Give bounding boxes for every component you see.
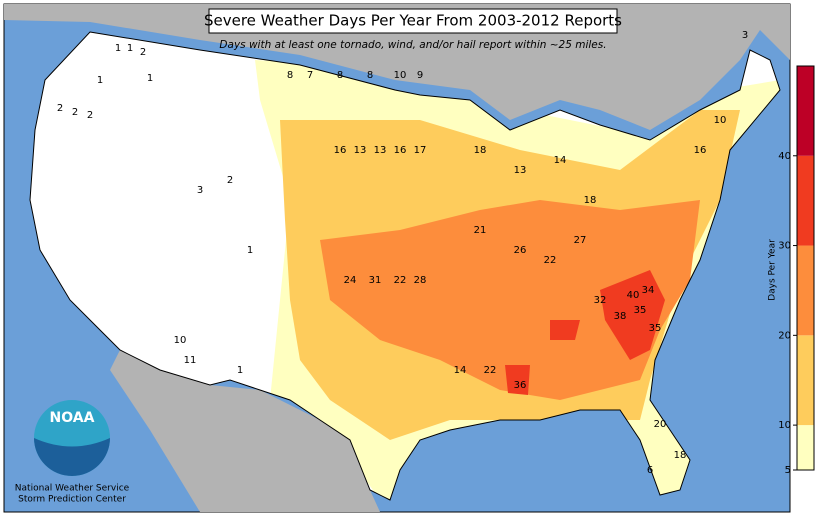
colorbar-frame	[796, 65, 815, 471]
map-label: 2	[227, 175, 233, 186]
map-label: 2	[57, 103, 63, 114]
map-label: 38	[614, 311, 627, 322]
map-label: 18	[674, 450, 687, 461]
logo-line: Storm Prediction Center	[18, 495, 126, 505]
map-label: 8	[287, 70, 293, 81]
map-label: 1	[147, 73, 153, 84]
map-label: 10	[394, 70, 407, 81]
map-label: 34	[642, 285, 655, 296]
map-label: 18	[474, 145, 487, 156]
map-label: 22	[394, 275, 407, 286]
map-label: 40	[627, 290, 640, 301]
map-label: 7	[307, 70, 313, 81]
colorbar-segment	[797, 425, 814, 470]
map-label: 32	[594, 295, 607, 306]
title: Severe Weather Days Per Year From 2003-2…	[204, 12, 622, 30]
colorbar: 5 10 20 30 40	[778, 65, 815, 476]
map-label: 8	[367, 70, 373, 81]
map-label: 2	[87, 110, 93, 121]
map-label: 10	[174, 335, 187, 346]
map-label: 13	[374, 145, 387, 156]
map-label: 2	[140, 47, 146, 58]
map-label: 1	[247, 245, 253, 256]
colorbar-tick-label: 30	[778, 241, 791, 252]
map-label: 13	[514, 165, 527, 176]
map-label: 36	[514, 380, 527, 391]
mexico	[110, 350, 380, 512]
noaa-text: NOAA	[50, 410, 95, 426]
map-label: 28	[414, 275, 427, 286]
map-label: 35	[634, 305, 647, 316]
map-label: 22	[484, 365, 497, 376]
map-label: 13	[354, 145, 367, 156]
map-label: 1	[115, 43, 121, 54]
map-label: 2	[72, 107, 78, 118]
title-box	[208, 8, 618, 34]
map-label: 14	[554, 155, 567, 166]
map-label: 10	[714, 115, 727, 126]
map-label: 1	[127, 43, 133, 54]
map-label: 31	[369, 275, 382, 286]
map-label: 16	[394, 145, 407, 156]
map-label: 18	[584, 195, 597, 206]
logo-line: National Weather Service	[15, 484, 130, 494]
colorbar-tick-label: 20	[778, 330, 791, 341]
colorbar-segment	[797, 245, 814, 336]
contour-20	[320, 200, 700, 400]
map-label: 26	[514, 245, 527, 256]
colorbar-tick-label: 10	[778, 420, 791, 431]
map-label: 11	[184, 355, 197, 366]
map-label: 16	[334, 145, 347, 156]
map-label: 1	[97, 75, 103, 86]
colorbar-label: Days Per Year	[768, 239, 778, 301]
contour-30	[505, 270, 665, 395]
colorbar-segment	[797, 66, 814, 156]
noaa-logo-wave	[34, 438, 110, 476]
map-label: 17	[414, 145, 427, 156]
colorbar-segment	[797, 335, 814, 426]
map-label: 1	[237, 365, 243, 376]
us-border	[29, 31, 781, 501]
subtitle: Days with at least one tornado, wind, an…	[219, 39, 606, 51]
map-label: 27	[574, 235, 587, 246]
map-label: 3	[197, 185, 203, 196]
map-label: 16	[694, 145, 707, 156]
map-label: 35	[649, 323, 662, 334]
map-label: 9	[417, 70, 423, 81]
map-label: 6	[647, 465, 653, 476]
canada	[4, 4, 790, 130]
map-label: 8	[337, 70, 343, 81]
map-label: 22	[544, 255, 557, 266]
map-label: 20	[654, 419, 667, 430]
map-label: 24	[344, 275, 357, 286]
colorbar-tick-label: 40	[778, 151, 791, 162]
map-label: 21	[474, 225, 487, 236]
us-land	[30, 32, 780, 500]
colorbar-tick-label: 5	[785, 465, 791, 476]
map-label: 14	[454, 365, 467, 376]
colorbar-segment	[797, 155, 814, 246]
map-label: 3	[742, 30, 748, 41]
